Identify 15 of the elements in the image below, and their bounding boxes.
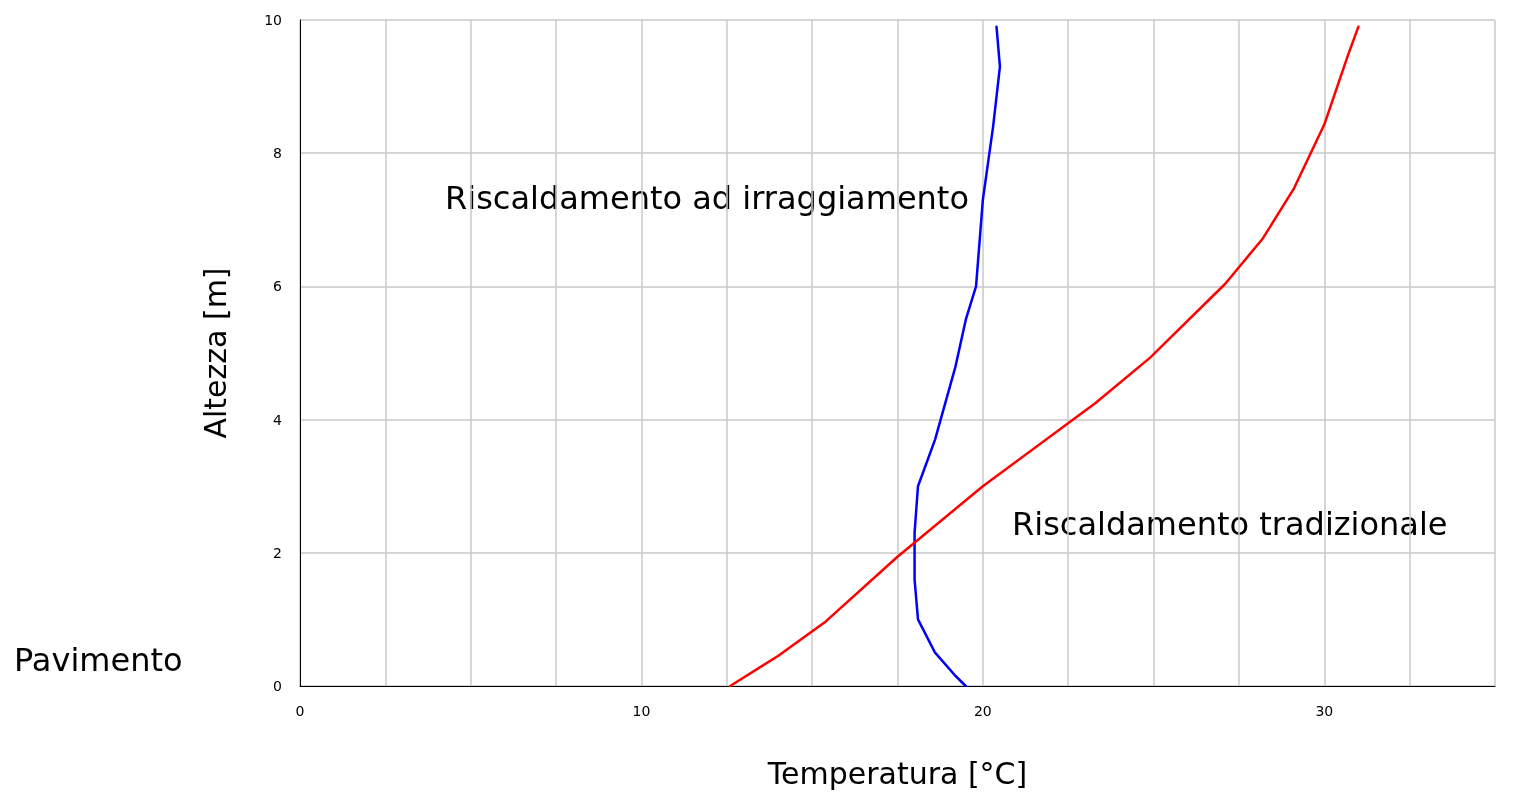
y-tick-label: 8 [273, 145, 282, 162]
text: Pavimento [14, 641, 183, 679]
x-tick-label: 0 [295, 703, 305, 719]
x-tick-label: 20 [973, 703, 992, 719]
y-tick-label: 2 [273, 544, 282, 561]
y-tick-label: 4 [273, 411, 283, 428]
y-tick-label: 10 [264, 12, 282, 28]
x-tick-label: 30 [1315, 703, 1334, 719]
x-axis-title: Temperatura [°C] [766, 755, 1028, 791]
y-tick-label: 6 [273, 278, 283, 295]
x-tick-label: 10 [632, 703, 651, 719]
series-label: Riscaldamento ad irraggiamento [445, 179, 969, 217]
y-tick-label: 0 [273, 678, 282, 694]
y-axis-title: Altezza [m] [197, 267, 233, 439]
series-label: Riscaldamento tradizionale [1012, 505, 1448, 543]
